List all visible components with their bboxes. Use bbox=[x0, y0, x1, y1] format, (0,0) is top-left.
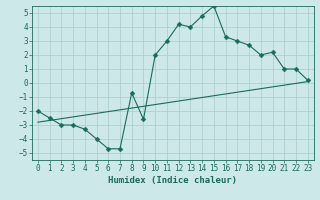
X-axis label: Humidex (Indice chaleur): Humidex (Indice chaleur) bbox=[108, 176, 237, 185]
